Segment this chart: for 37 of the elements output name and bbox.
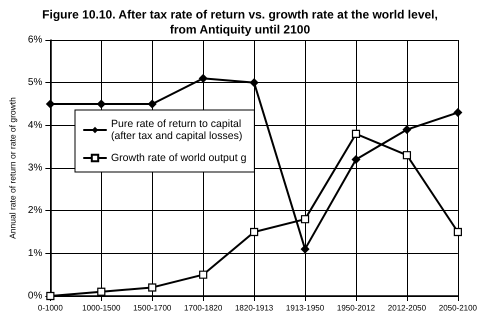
point (454, 228, 462, 236)
point (46, 100, 55, 108)
x-tick-label: 1950-2012 (336, 304, 376, 312)
point (352, 130, 360, 138)
y-tick-label: 2% (28, 205, 42, 216)
x-tick-label: 1500-1700 (133, 304, 172, 312)
point (402, 151, 412, 160)
point (300, 215, 310, 224)
chart-title: Figure 10.10. After tax rate of return vs. growth rate at the world level, from Antiquity until 2100 (42, 8, 438, 36)
x-tick-label: 1700-1820 (184, 304, 223, 312)
x-tick-label: 0-1000 (38, 304, 64, 312)
legend-label: Pure rate of return to capital (after tax and capital losses) (111, 118, 242, 142)
x-tick-label: 1820-1913 (234, 304, 274, 312)
point (250, 228, 258, 236)
legend-label: Growth rate of world output g (111, 152, 247, 164)
y-tick-label: 1% (28, 248, 42, 259)
y-tick-label: 0% (28, 290, 42, 302)
y-tick-label: 5% (28, 77, 42, 88)
point (97, 288, 106, 296)
point (148, 100, 157, 108)
point (96, 100, 106, 108)
x-tick-label: 2012-2050 (388, 304, 427, 312)
point (300, 244, 310, 254)
point (250, 78, 259, 88)
point (148, 283, 156, 292)
point (402, 125, 412, 134)
point (199, 270, 208, 279)
y-tick-label: 6% (28, 34, 42, 46)
x-tick-label: 1000-1500 (82, 304, 121, 312)
point (198, 74, 208, 83)
x-tick-label: 1913-1950 (286, 304, 325, 312)
y-tick-label: 4% (28, 120, 42, 131)
y-axis-title: Annual rate of return or rate of growth (8, 96, 18, 239)
point (453, 108, 462, 118)
x-tick-label: 2050-2100 (438, 304, 478, 312)
point (351, 154, 360, 164)
y-tick-label: 3% (28, 162, 42, 174)
